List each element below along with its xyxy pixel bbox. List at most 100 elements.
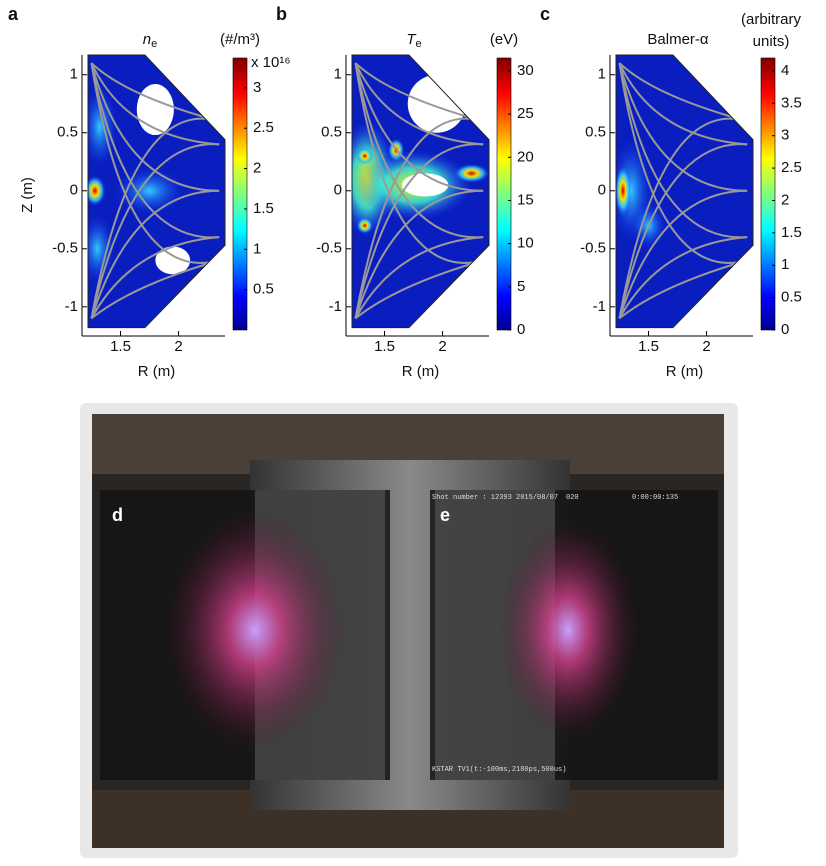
y-tick-label: 0.5 xyxy=(321,124,342,141)
y-tick-label: 0 xyxy=(334,182,342,199)
y-tick-label: 1 xyxy=(70,66,78,83)
unit-label: (eV) xyxy=(490,31,518,48)
field-line xyxy=(354,259,484,320)
colorbar-tick-label: 0 xyxy=(781,321,789,338)
field-line xyxy=(618,62,748,146)
field-feature xyxy=(356,147,373,165)
x-tick-label: 2 xyxy=(438,338,446,355)
field-line xyxy=(354,62,484,239)
field-map xyxy=(88,55,225,328)
colorbar-tick-label: 5 xyxy=(517,278,525,295)
field-map xyxy=(352,55,489,328)
colorbar-tick-label: 2.5 xyxy=(781,159,802,176)
panel-title: ne xyxy=(143,31,157,50)
field-line xyxy=(618,62,748,239)
y-tick-label: -0.5 xyxy=(52,240,78,257)
colorbar-tick-label: 1.5 xyxy=(253,200,274,217)
field-line xyxy=(90,117,220,319)
empty-region xyxy=(155,246,191,275)
colorbar-tick-label: 2.5 xyxy=(253,119,274,136)
colorbar-tick-label: 3 xyxy=(253,79,261,96)
colorbar xyxy=(232,57,248,331)
field-line xyxy=(90,189,220,319)
x-axis-label: R (m) xyxy=(402,363,440,380)
colorbar-tick-label: 4 xyxy=(781,62,789,79)
field-map xyxy=(616,55,753,328)
vessel-outline xyxy=(87,54,226,329)
empty-region xyxy=(407,74,466,133)
x-axis-label: R (m) xyxy=(138,363,176,380)
panel-label: e xyxy=(440,505,450,525)
shot-number: Shot number : 12393 2015/08/07 xyxy=(432,494,558,502)
field-line xyxy=(618,62,748,123)
y-tick-label: -0.5 xyxy=(580,240,606,257)
field-line xyxy=(354,189,484,319)
photo-panel: d e Shot number : 12393 2015/08/07 020 0… xyxy=(80,403,738,858)
plasma-e xyxy=(498,520,638,740)
colorbar-tick-label: 1.5 xyxy=(781,224,802,241)
y-tick-label: 0 xyxy=(70,182,78,199)
colorbar-tick-label: 15 xyxy=(517,191,534,208)
field-line xyxy=(618,143,748,319)
y-tick-label: 1 xyxy=(334,66,342,83)
y-tick-label: 0 xyxy=(598,182,606,199)
title-subscript: e xyxy=(416,38,422,50)
field-line xyxy=(354,117,484,319)
field-line xyxy=(618,117,748,319)
title-subscript: e xyxy=(151,38,157,50)
panel-label: a xyxy=(8,4,19,24)
panel-label: d xyxy=(112,505,123,525)
colorbar-scale: x 10¹⁶ xyxy=(251,54,291,71)
field-line xyxy=(354,62,484,192)
y-tick-label: 0.5 xyxy=(585,124,606,141)
field-line xyxy=(618,236,748,319)
unit-label: units) xyxy=(753,33,790,50)
x-tick-label: 2 xyxy=(702,338,710,355)
vessel-outline xyxy=(351,54,490,329)
x-tick-label: 2 xyxy=(174,338,182,355)
panel-label: b xyxy=(276,4,287,24)
colorbar-tick-label: 30 xyxy=(517,62,534,79)
colorbar-tick-label: 2 xyxy=(253,160,261,177)
field-feature xyxy=(616,165,632,217)
y-tick-label: -1 xyxy=(65,298,78,315)
title-text: Balmer-α xyxy=(647,31,709,48)
field-feature xyxy=(356,217,373,234)
field-line xyxy=(354,62,484,123)
colorbar-tick-label: 10 xyxy=(517,235,534,252)
frame-number: 020 xyxy=(566,494,579,502)
plasma-d xyxy=(165,510,345,750)
empty-region xyxy=(401,173,449,197)
title-text: T xyxy=(406,31,417,48)
colorbar-tick-label: 0 xyxy=(517,321,525,338)
y-tick-label: -0.5 xyxy=(316,240,342,257)
field-line xyxy=(90,236,220,319)
colorbar-tick-label: 20 xyxy=(517,148,534,165)
camera-info: KSTAR TV1(t:-100ms,2180ps,500us) xyxy=(432,766,566,774)
colorbar-tick-label: 1 xyxy=(253,240,261,257)
field-line xyxy=(618,62,748,192)
colorbar-tick-label: 25 xyxy=(517,105,534,122)
field-line xyxy=(90,143,220,319)
x-tick-label: 1.5 xyxy=(638,338,659,355)
unit-label: (#/m³) xyxy=(220,31,260,48)
field-line xyxy=(354,62,484,264)
panel-title: Balmer-α xyxy=(647,31,709,48)
field-line xyxy=(618,62,748,264)
colorbar-tick-label: 3 xyxy=(781,127,789,144)
field-line xyxy=(90,62,220,239)
field-base xyxy=(616,55,753,328)
field-line xyxy=(354,62,484,146)
y-axis-label: Z (m) xyxy=(19,177,36,213)
x-tick-label: 1.5 xyxy=(110,338,131,355)
colorbar-tick-label: 0.5 xyxy=(253,281,274,298)
colorbar-tick-label: 2 xyxy=(781,191,789,208)
panel-title: Te xyxy=(406,31,421,50)
vessel-outline xyxy=(615,54,754,329)
field-line xyxy=(618,189,748,319)
y-tick-label: 1 xyxy=(598,66,606,83)
y-tick-label: 0.5 xyxy=(57,124,78,141)
field-line xyxy=(90,62,220,123)
colorbar-tick-label: 0.5 xyxy=(781,289,802,306)
